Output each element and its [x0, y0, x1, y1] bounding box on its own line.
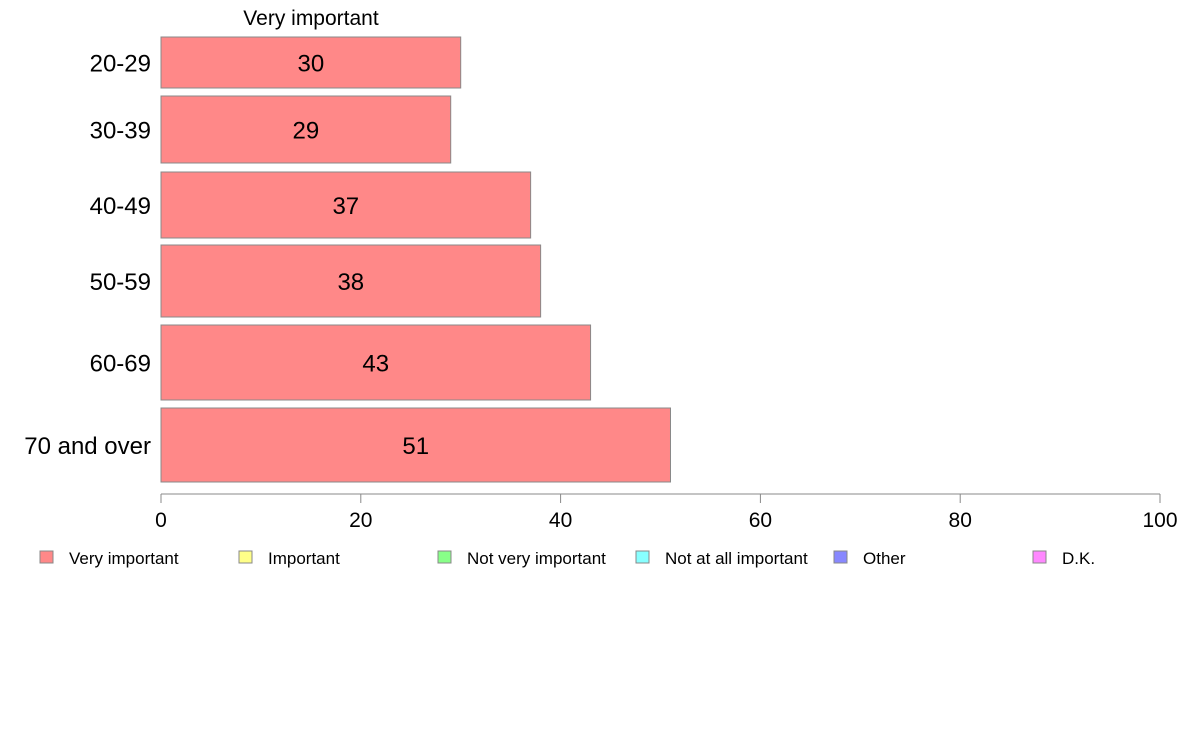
legend-swatch [437, 550, 452, 564]
bar [160, 324, 592, 401]
category-label: 60-69 [90, 351, 151, 378]
legend-swatch [238, 550, 253, 564]
bar-value-label: 51 [402, 433, 429, 460]
bar-value-label: 37 [332, 193, 359, 220]
legend-item: Not very important [437, 549, 606, 568]
x-axis: 0 20 40 60 80 100 [155, 493, 1178, 532]
bar-value-label: 30 [297, 51, 324, 78]
bar [160, 36, 462, 89]
legend-swatch [39, 550, 54, 564]
category-label: 50-59 [90, 269, 151, 296]
legend-label: Other [863, 549, 906, 568]
x-tick-label: 40 [549, 509, 572, 532]
x-tick-label: 80 [949, 509, 972, 532]
x-tick-label: 0 [155, 509, 167, 532]
legend-swatch [1032, 550, 1047, 564]
chart-title: Very important [243, 7, 379, 30]
legend-item: Very important [39, 549, 179, 568]
legend-label: Very important [69, 549, 179, 568]
legend-swatch [635, 550, 650, 564]
bars-group: 20-29 30 30-39 29 40-49 37 50-59 38 60-69 43 70 an… [24, 36, 671, 483]
legend-item: Not at all important [635, 549, 808, 568]
bar [160, 171, 532, 239]
legend-label: Important [268, 549, 340, 568]
bar [160, 95, 452, 164]
bar-value-label: 29 [293, 118, 320, 145]
bar [160, 244, 542, 318]
legend-label: D.K. [1062, 549, 1095, 568]
legend-swatch [833, 550, 848, 564]
legend-item: D.K. [1032, 549, 1095, 568]
bar-value-label: 38 [337, 269, 364, 296]
category-label: 40-49 [90, 193, 151, 220]
category-label: 70 and over [24, 433, 151, 460]
category-label: 20-29 [90, 51, 151, 78]
category-label: 30-39 [90, 118, 151, 145]
x-tick-label: 100 [1142, 509, 1177, 532]
legend: Very important Important Not very importan… [39, 549, 1095, 568]
legend-label: Not at all important [665, 549, 808, 568]
legend-label: Not very important [467, 549, 606, 568]
bar [160, 407, 671, 483]
x-tick-label: 60 [749, 509, 772, 532]
legend-item: Other [833, 549, 906, 568]
bar-value-label: 43 [362, 351, 389, 378]
x-tick-label: 20 [349, 509, 372, 532]
legend-item: Important [238, 549, 340, 568]
